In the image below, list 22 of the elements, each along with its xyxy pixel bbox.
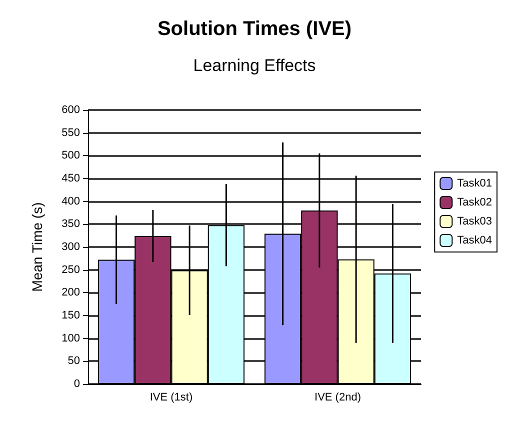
chart-subtitle: Learning Effects <box>193 56 316 75</box>
y-axis-title: Mean Time (s) <box>29 202 45 292</box>
legend-label: Task02 <box>457 196 492 208</box>
y-tick-label: 550 <box>62 126 80 139</box>
x-tick-label: IVE (2nd) <box>314 392 361 404</box>
y-tick-label: 150 <box>62 310 80 322</box>
y-tick-label: 250 <box>62 264 80 276</box>
y-tick-label: 50 <box>68 355 80 368</box>
y-tick-label: 350 <box>62 218 80 230</box>
y-tick-label: 0 <box>74 378 80 390</box>
y-tick-label: 450 <box>62 172 80 184</box>
y-tick-label: 600 <box>62 104 80 116</box>
y-tick-label: 500 <box>62 150 80 162</box>
y-tick-label: 400 <box>62 195 80 208</box>
legend-label: Task04 <box>457 234 492 246</box>
x-tick-label: IVE (1st) <box>150 392 193 404</box>
y-tick-label: 300 <box>62 241 80 253</box>
legend-label: Task01 <box>457 178 492 190</box>
y-tick-label: 100 <box>62 332 80 344</box>
chart-title: Solution Times (IVE) <box>157 18 352 40</box>
legend-label: Task03 <box>457 216 492 228</box>
y-tick-label: 200 <box>62 286 80 299</box>
